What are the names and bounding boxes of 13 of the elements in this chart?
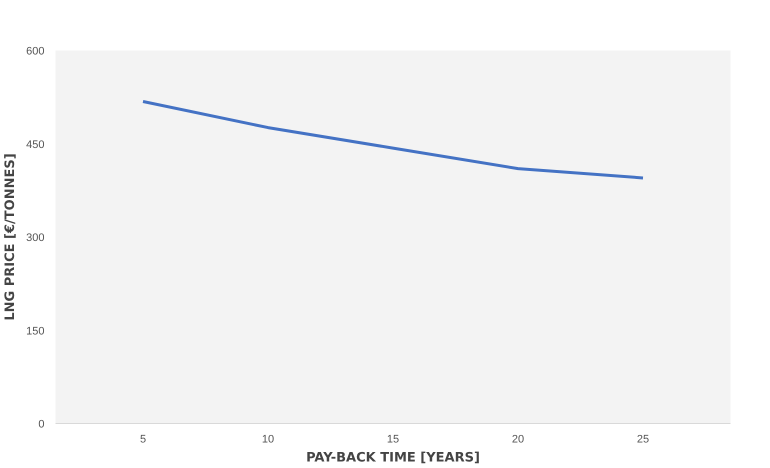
y-tick-label: 600 bbox=[26, 46, 45, 58]
y-axis-title: LNG PRICE [€/TONNES] bbox=[3, 153, 18, 321]
x-tick-label: 15 bbox=[386, 434, 400, 446]
x-axis-title: PAY-BACK TIME [YEARS] bbox=[306, 450, 480, 466]
y-tick-label: 300 bbox=[26, 232, 45, 244]
y-tick-label: 0 bbox=[38, 418, 45, 430]
y-tick-label: 150 bbox=[26, 325, 45, 338]
line-series bbox=[142, 100, 644, 180]
x-tick-label: 5 bbox=[140, 434, 146, 446]
x-tick-label: 10 bbox=[262, 434, 274, 446]
y-tick-label: 450 bbox=[26, 138, 45, 151]
x-tick-label: 20 bbox=[512, 434, 524, 446]
x-tick-label: 25 bbox=[636, 434, 650, 446]
